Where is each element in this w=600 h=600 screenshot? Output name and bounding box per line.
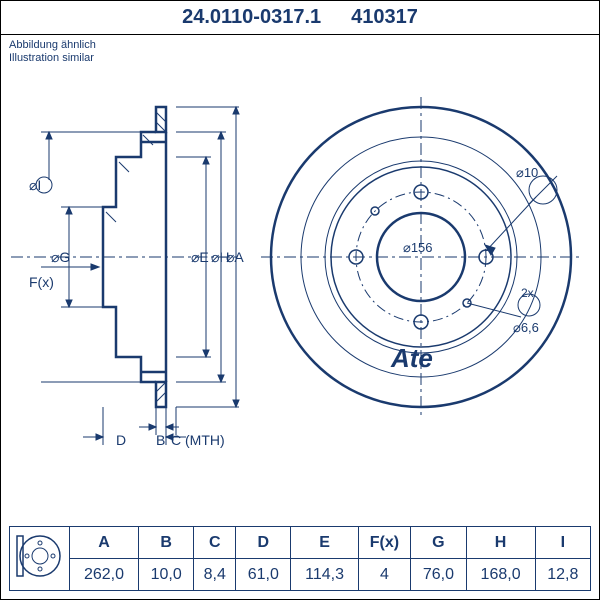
header-bar: 24.0110-0317.1 410317 — [1, 1, 599, 35]
diagram-container: 24.0110-0317.1 410317 Abbildung ähnlich … — [0, 0, 600, 600]
th-D: D — [236, 527, 291, 559]
th-I: I — [535, 527, 590, 559]
ate-logo: Ate — [390, 343, 433, 373]
label-d10: ⌀10 — [516, 165, 538, 180]
td-G: 76,0 — [411, 559, 466, 591]
label-D: D — [116, 432, 126, 448]
table-value-row: 262,0 10,0 8,4 61,0 114,3 4 76,0 168,0 1… — [10, 559, 591, 591]
disc-icon-cell — [10, 527, 70, 591]
label-B: B — [156, 432, 165, 448]
front-view-drawing: ⌀10 ⌀156 2x ⌀6,6 Ate — [261, 67, 581, 447]
label-d156: ⌀156 — [403, 240, 433, 255]
part-number: 24.0110-0317.1 — [182, 6, 321, 29]
label-C-MTH: C (MTH) — [171, 432, 225, 448]
disc-icon — [15, 531, 65, 581]
label-d2x: 2x — [521, 286, 534, 300]
label-d66: ⌀6,6 — [513, 320, 539, 335]
td-E: 114,3 — [291, 559, 358, 591]
th-G: G — [411, 527, 466, 559]
diagram-area: ⌀I ⌀G ⌀E ⌀H ⌀A F(x) D B C (MTH) — [1, 37, 600, 467]
td-D: 61,0 — [236, 559, 291, 591]
dimension-table: A B C D E F(x) G H I 262,0 10,0 8,4 61,0… — [9, 526, 591, 591]
short-number: 410317 — [351, 6, 418, 29]
label-dia-I: ⌀I — [29, 177, 41, 193]
th-C: C — [194, 527, 236, 559]
th-E: E — [291, 527, 358, 559]
label-Fx: F(x) — [29, 274, 54, 290]
label-dia-G: ⌀G — [51, 249, 70, 265]
th-F: F(x) — [358, 527, 411, 559]
td-A: 262,0 — [70, 559, 139, 591]
table-header-row: A B C D E F(x) G H I — [10, 527, 591, 559]
td-C: 8,4 — [194, 559, 236, 591]
td-H: 168,0 — [466, 559, 535, 591]
th-B: B — [139, 527, 194, 559]
td-F: 4 — [358, 559, 411, 591]
td-B: 10,0 — [139, 559, 194, 591]
th-H: H — [466, 527, 535, 559]
label-dia-E: ⌀E — [191, 249, 209, 265]
label-dia-A: ⌀A — [226, 249, 244, 265]
th-A: A — [70, 527, 139, 559]
td-I: 12,8 — [535, 559, 590, 591]
side-view-drawing: ⌀I ⌀G ⌀E ⌀H ⌀A F(x) D B C (MTH) — [11, 67, 241, 447]
